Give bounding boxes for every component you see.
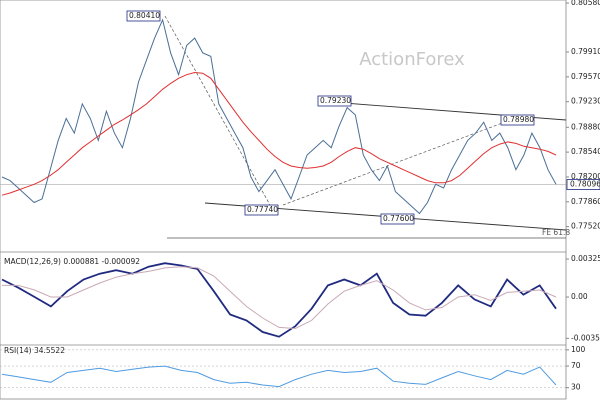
- series-line: [1, 18, 557, 215]
- plot-frame: [0, 0, 567, 400]
- series-line: [1, 262, 557, 338]
- y-tick-label: 0.78880: [571, 122, 600, 131]
- y-tick-label: 70: [571, 361, 581, 370]
- annotation-box: [126, 10, 161, 22]
- y-tick-label: -0.00354: [571, 333, 600, 342]
- watermark: ActionForex: [359, 49, 465, 70]
- swing-line: [282, 121, 506, 206]
- panel-title: MACD(12,26,9) 0.000881 -0.000092: [4, 257, 140, 266]
- y-tick-label: 0.00: [571, 292, 588, 301]
- last-price-label: 0.78096: [570, 180, 600, 189]
- panel-title: RSI(14) 34.5522: [4, 346, 65, 355]
- annotation: 0.79230: [320, 96, 351, 105]
- swing-line: [164, 15, 271, 206]
- series-line: [2, 266, 557, 330]
- annotation-box: [244, 204, 279, 216]
- y-tick-label: 0.79910: [571, 47, 600, 56]
- series-line: [1, 365, 557, 388]
- annotation-box: [317, 95, 352, 107]
- y-tick-label: 0.79570: [571, 72, 600, 81]
- y-tick-label: 100: [571, 345, 586, 354]
- series-line: [1, 71, 557, 196]
- last-price-box: [566, 179, 600, 190]
- annotation: 0.80410: [129, 11, 160, 20]
- annotation: 0.78980: [503, 115, 534, 124]
- y-tick-label: 0.80580: [571, 0, 600, 7]
- y-tick-label: 0.78540: [571, 147, 600, 156]
- y-tick-label: 0.79230: [571, 97, 600, 106]
- annotation: 0.77740: [247, 205, 278, 214]
- y-tick-label: 30: [571, 383, 581, 392]
- annotation-box: [500, 114, 535, 126]
- y-tick-label: 0.003256: [571, 254, 600, 263]
- y-tick-label: 0.77860: [571, 197, 600, 206]
- annotation: 0.77600: [383, 214, 414, 223]
- annotation: FE 61.8: [542, 228, 570, 237]
- y-tick-label: 0.78200: [571, 172, 600, 181]
- y-tick-label: 0.77520: [571, 222, 600, 231]
- annotation-box: [380, 213, 415, 225]
